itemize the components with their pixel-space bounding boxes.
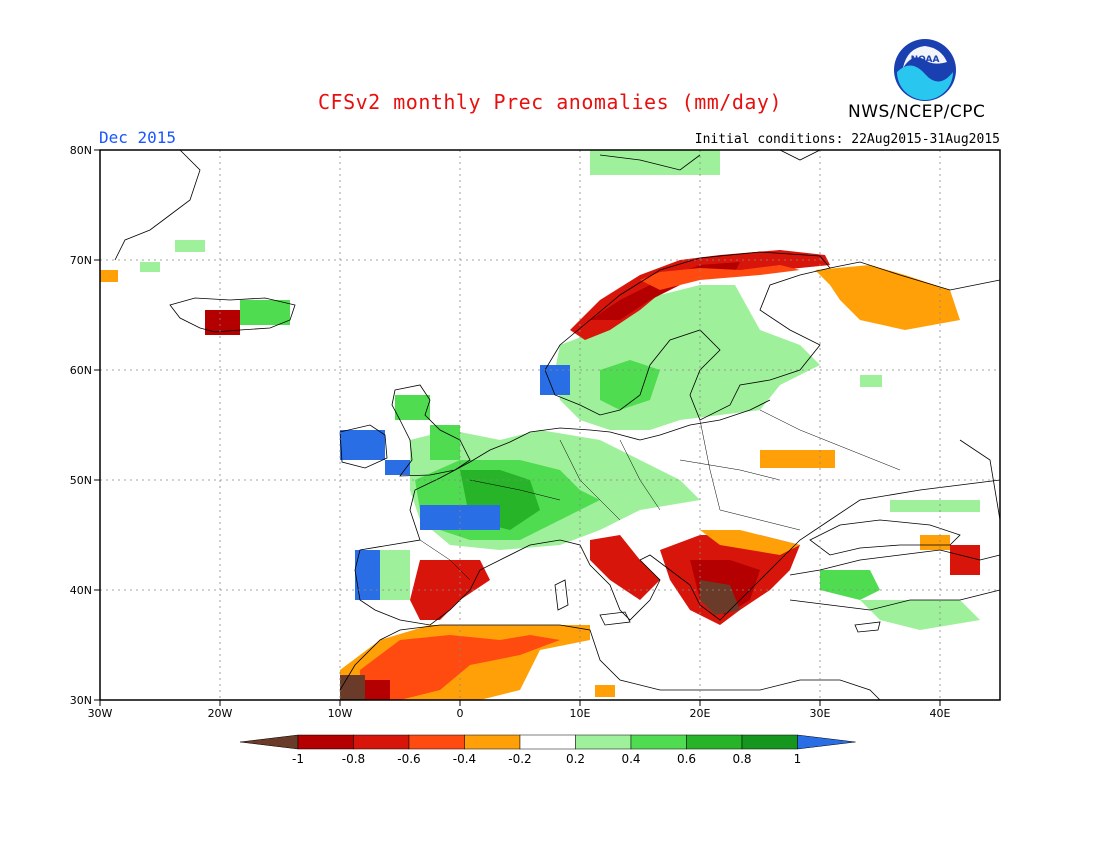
- colorbar-min-arrow: [239, 734, 299, 750]
- colorbar-swatch: [408, 734, 465, 750]
- lat-label: 30N: [70, 694, 92, 707]
- colorbar-label: 0.6: [677, 752, 696, 766]
- lon-label: 30E: [810, 707, 831, 720]
- colorbar-label: 1: [794, 752, 802, 766]
- colorbar-swatch: [575, 734, 632, 750]
- lat-label: 80N: [70, 144, 92, 157]
- lat-label: 60N: [70, 364, 92, 377]
- latitude-labels: 80N 70N 60N 50N 40N 30N: [70, 144, 92, 707]
- lon-label: 0: [457, 707, 464, 720]
- tick-marks: [94, 149, 941, 706]
- colorbar-label: 0.8: [732, 752, 751, 766]
- lon-label: 40E: [930, 707, 951, 720]
- colorbar-label: -0.6: [397, 752, 420, 766]
- lon-label: 30W: [88, 707, 113, 720]
- agency-label: NWS/NCEP/CPC: [848, 102, 986, 122]
- chart-title: CFSv2 monthly Prec anomalies (mm/day): [317, 90, 783, 114]
- colorbar-label: -0.4: [453, 752, 476, 766]
- colorbar-swatch: [464, 734, 521, 750]
- lat-label: 70N: [70, 254, 92, 267]
- colorbar-label: 0.4: [621, 752, 640, 766]
- map-frame: [99, 149, 1001, 701]
- colorbar-swatch: [519, 734, 576, 750]
- forecast-month: Dec 2015: [99, 128, 177, 147]
- lon-label: 10W: [328, 707, 353, 720]
- colorbar-swatch: [741, 734, 798, 750]
- logo-text: NOAA: [911, 55, 940, 65]
- lat-label: 50N: [70, 474, 92, 487]
- map-background: [100, 150, 1000, 700]
- lon-label: 10E: [570, 707, 591, 720]
- colorbar-label: -0.2: [508, 752, 531, 766]
- noaa-logo-icon: NOAA: [894, 39, 956, 101]
- longitude-labels: 30W 20W 10W 0 10E 20E 30E 40E: [88, 707, 951, 720]
- colorbar-swatch: [630, 734, 687, 750]
- lon-label: 20E: [690, 707, 711, 720]
- colorbar-label: -0.8: [342, 752, 365, 766]
- colorbar-label: 0.2: [566, 752, 585, 766]
- colorbar-swatch: [297, 734, 354, 750]
- colorbar-swatch: [686, 734, 743, 750]
- lat-label: 40N: [70, 584, 92, 597]
- colorbar-swatch: [353, 734, 410, 750]
- lon-label: 20W: [208, 707, 233, 720]
- colorbar-max-arrow: [797, 734, 856, 750]
- anomaly-shading: [100, 150, 980, 700]
- graticule: [100, 150, 1000, 700]
- colorbar: -1 -0.8 -0.6 -0.4 -0.2 0.2 0.4 0.6 0.8 1: [239, 734, 856, 766]
- initial-conditions: Initial conditions: 22Aug2015-31Aug2015: [694, 132, 1000, 147]
- colorbar-label: -1: [292, 752, 304, 766]
